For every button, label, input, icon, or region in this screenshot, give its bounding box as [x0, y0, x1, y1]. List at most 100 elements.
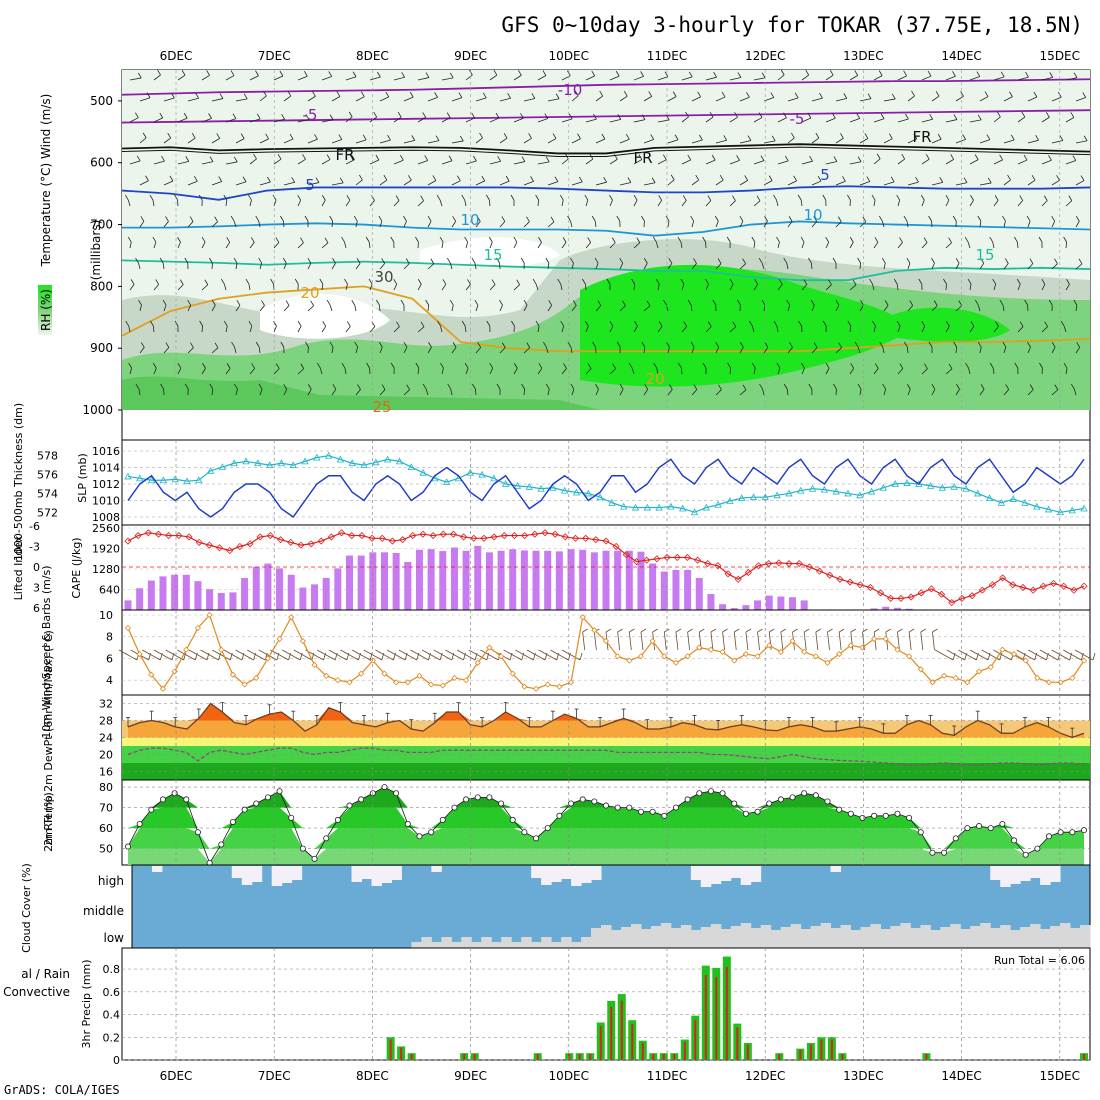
upper-wind-barb-flag — [499, 299, 503, 306]
upper-wind-barb-flag — [776, 236, 780, 243]
upper-wind-barb — [465, 284, 471, 291]
upper-wind-barb-flag — [1002, 341, 1007, 348]
upper-wind-barb-flag — [751, 362, 756, 369]
upper-wind-barb — [475, 347, 481, 354]
upper-wind-barb — [1051, 263, 1058, 270]
slp-tick: 1016 — [92, 445, 120, 458]
upper-wind-barb-flag — [214, 216, 218, 222]
cloud-low-block — [411, 942, 422, 948]
upper-wind-barb — [739, 220, 744, 228]
upper-wind-barb-flag — [658, 321, 663, 327]
thickness-point — [1068, 506, 1076, 514]
cape-bar — [555, 551, 563, 610]
cape-bar — [427, 549, 435, 610]
upper-wind-barb — [1027, 346, 1031, 354]
upper-wind-barb-flag — [948, 363, 953, 370]
upper-wind-barb-flag — [326, 154, 331, 160]
upper-wind-barb-flag — [1002, 215, 1006, 222]
upper-wind-barb — [1075, 347, 1081, 354]
upper-wind-barb — [177, 117, 188, 123]
upper-wind-barb — [619, 262, 624, 270]
upper-wind-barb-flag — [381, 258, 386, 264]
upper-wind-barb-flag — [857, 156, 862, 162]
wind-speed-point — [976, 668, 983, 675]
cape-bar — [509, 549, 517, 610]
surface-wind-barb — [593, 631, 597, 651]
wind-speed-point — [358, 670, 365, 677]
precip-convective-bar — [778, 1053, 781, 1060]
thickness-point — [820, 485, 829, 493]
upper-wind-barb — [691, 263, 697, 270]
upper-wind-barb-flag — [425, 72, 430, 78]
upper-wind-barb — [979, 182, 992, 186]
upper-wind-barb — [585, 158, 594, 165]
wind-speed-point — [684, 653, 691, 660]
thickness-point — [738, 494, 746, 502]
upper-wind-barb-flag — [479, 132, 483, 139]
li-point — [1060, 582, 1068, 590]
upper-wind-barb-flag — [1073, 72, 1078, 78]
upper-wind-barb — [355, 96, 365, 102]
rh-tick: 70 — [99, 802, 113, 815]
precip-convective-bar — [568, 1053, 571, 1060]
date-tick-bottom: 13DEC — [843, 1069, 883, 1083]
upper-wind-barb-flag — [125, 320, 130, 327]
precip-convective-bar — [925, 1053, 928, 1060]
cloud-low-block — [910, 928, 921, 948]
upper-wind-barb — [249, 75, 259, 81]
li-point — [246, 540, 254, 548]
upper-wind-barb — [705, 116, 714, 123]
upper-wind-barb — [667, 263, 673, 270]
upper-wind-barb-flag — [627, 177, 632, 183]
li-point — [663, 553, 671, 561]
upper-wind-barb — [201, 118, 212, 123]
upper-wind-barb-flag — [890, 176, 895, 183]
upper-wind-barb-flag — [486, 320, 491, 327]
wind-speed-point — [1069, 674, 1076, 682]
upper-wind-barb-flag — [159, 257, 164, 264]
upper-wind-barb-flag — [1019, 195, 1024, 201]
upper-wind-barb — [979, 139, 991, 144]
upper-wind-barb-flag — [616, 215, 621, 222]
upper-wind-barb — [811, 221, 817, 228]
upper-wind-barb — [897, 242, 903, 249]
upper-wind-barb — [259, 138, 269, 144]
rh-point — [346, 802, 353, 809]
upper-wind-barb — [319, 367, 323, 375]
upper-wind-barb-flag — [872, 320, 876, 327]
li-point — [409, 532, 417, 540]
cloud-low-block — [1040, 929, 1051, 948]
upper-wind-barb — [475, 97, 487, 102]
upper-wind-barb-flag — [929, 114, 934, 120]
rh-point — [766, 800, 773, 807]
upper-wind-barb-flag — [226, 237, 231, 243]
upper-wind-barb — [931, 262, 935, 270]
surface-wind-barb — [445, 649, 464, 661]
upper-wind-barb-flag — [994, 195, 999, 201]
precip-total-label: al / Rain — [21, 967, 70, 981]
upper-wind-barb — [609, 325, 614, 333]
rh-point — [637, 808, 644, 815]
upper-wind-barb-flag — [847, 194, 851, 201]
upper-wind-barb-flag — [1051, 341, 1056, 348]
thickness-point — [950, 482, 958, 490]
precip-convective-bar — [400, 1047, 403, 1060]
upper-wind-barb-flag — [658, 195, 663, 201]
upper-wind-barb — [513, 284, 520, 291]
upper-wind-barb-flag — [901, 153, 906, 160]
upper-wind-barb-flag — [302, 154, 306, 160]
upper-wind-barb-flag — [211, 300, 216, 306]
upper-wind-barb — [825, 241, 830, 249]
upper-wind-barb-flag — [1025, 71, 1029, 78]
upper-wind-barb — [177, 74, 186, 81]
cloud-high-block — [571, 866, 582, 886]
thickness-point — [383, 455, 392, 463]
thickness-point — [395, 457, 404, 465]
surface-wind-barb-flag — [897, 628, 903, 633]
li-tick: 3 — [33, 582, 40, 595]
cloud-low-block — [950, 924, 961, 948]
upper-wind-barb — [705, 200, 712, 207]
upper-wind-barb — [753, 117, 763, 123]
upper-wind-barb-flag — [925, 154, 930, 160]
upper-wind-barb — [883, 181, 895, 186]
